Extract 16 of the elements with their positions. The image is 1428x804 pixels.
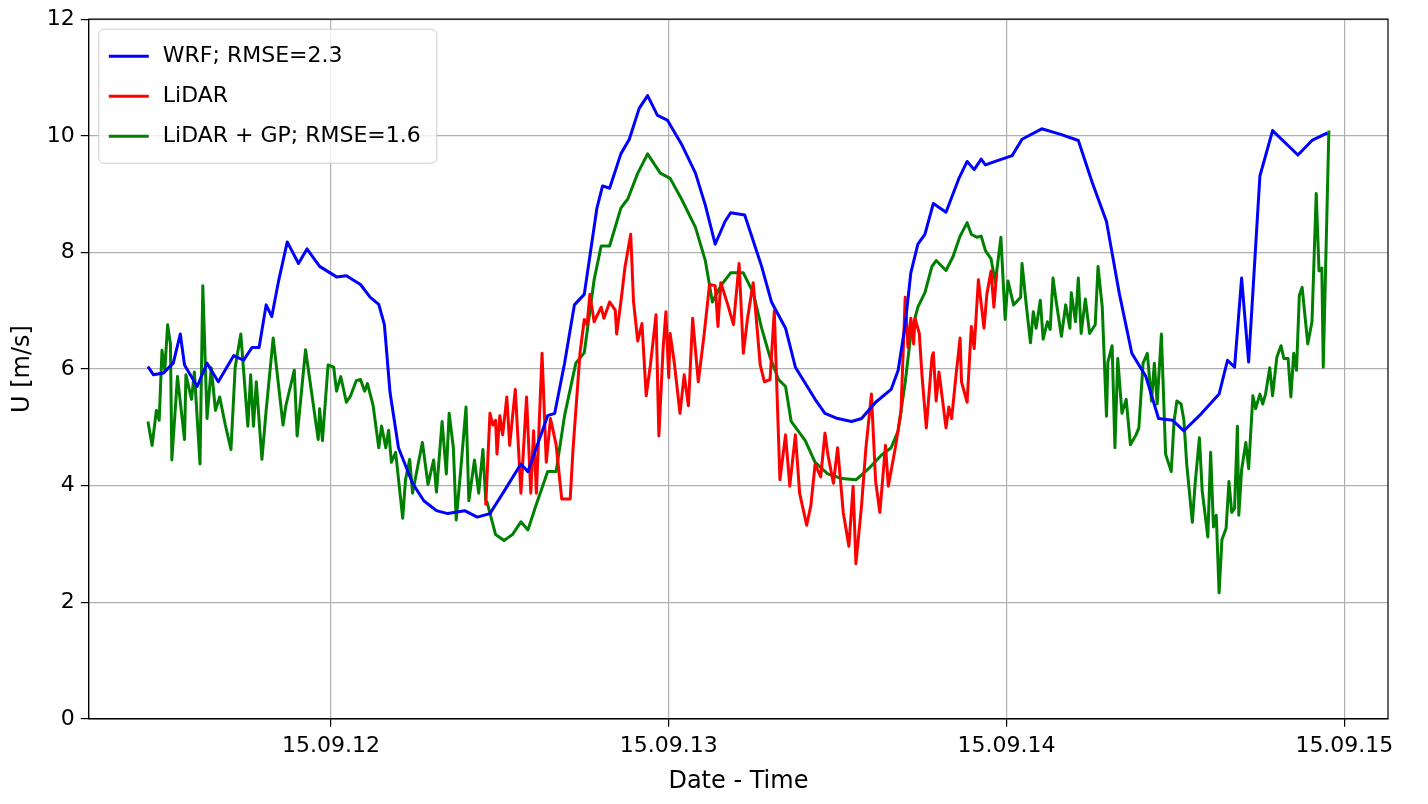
x-tick-label: 15.09.15 [1295, 731, 1394, 757]
x-tick-label: 15.09.12 [281, 731, 380, 757]
y-tick-label: 8 [60, 238, 75, 264]
y-tick-label: 0 [60, 704, 75, 730]
x-tick-label: 15.09.14 [957, 731, 1056, 757]
y-tick-label: 4 [60, 471, 75, 497]
y-tick-label: 10 [46, 121, 75, 147]
legend-label: LiDAR + GP; RMSE=1.6 [162, 121, 421, 147]
legend-label: LiDAR [162, 81, 229, 107]
x-axis-title: Date - Time [668, 765, 809, 794]
y-tick-label: 12 [46, 4, 75, 30]
x-tick-label: 15.09.13 [619, 731, 718, 757]
y-tick-label: 6 [60, 354, 75, 380]
y-axis-title: U [m/s] [6, 325, 35, 413]
legend-label: WRF; RMSE=2.3 [162, 41, 343, 67]
y-tick-label: 2 [60, 587, 75, 613]
